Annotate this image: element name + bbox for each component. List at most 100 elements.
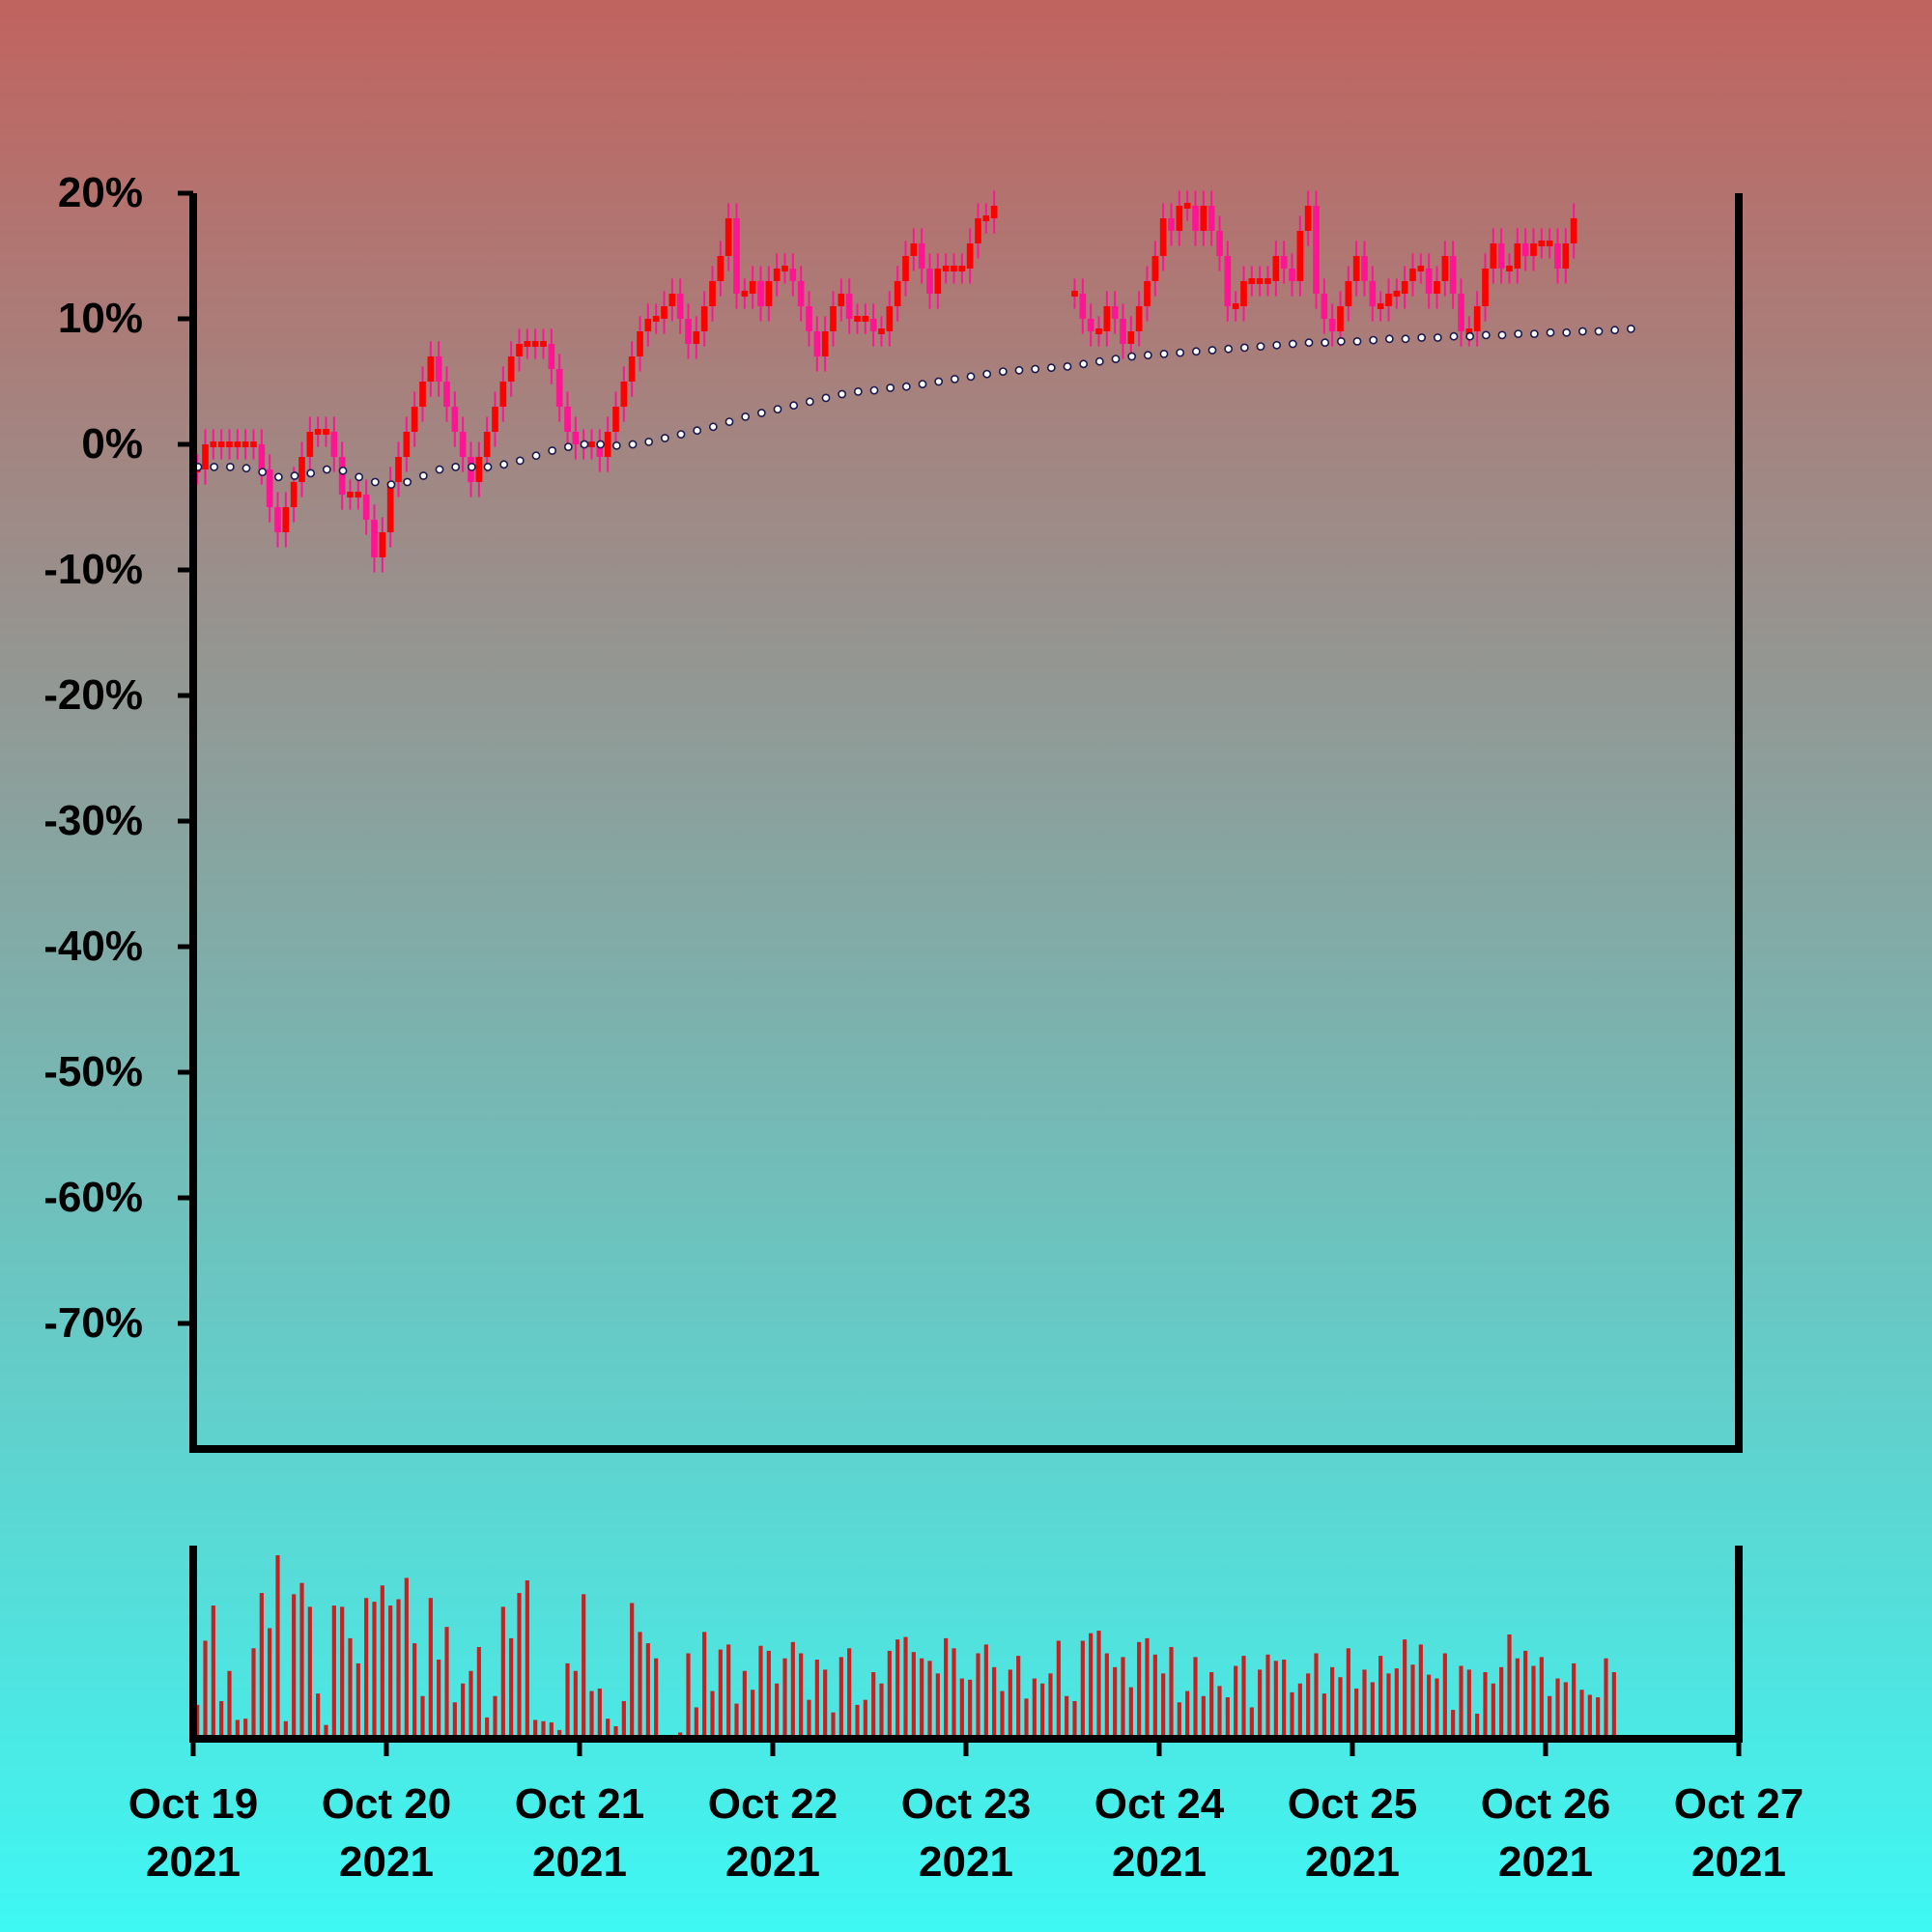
- volume-bar: [1523, 1650, 1528, 1739]
- candle-body: [612, 407, 619, 432]
- volume-bar: [589, 1690, 594, 1739]
- volume-bar: [573, 1670, 578, 1739]
- candle-body: [637, 331, 643, 356]
- candle-body: [982, 215, 990, 221]
- x-tick-label-year: 2021: [725, 1838, 820, 1886]
- moving-average-point: [386, 480, 396, 489]
- volume-bar: [638, 1632, 642, 1739]
- candle-body: [830, 306, 837, 331]
- candle-body: [499, 382, 507, 407]
- candle-body: [330, 432, 338, 457]
- volume-bar: [855, 1704, 860, 1739]
- candle-body: [1087, 319, 1094, 331]
- volume-bar: [1096, 1631, 1101, 1739]
- y-tick-label: 20%: [58, 169, 143, 216]
- volume-bar: [734, 1703, 739, 1739]
- candle-body: [435, 356, 442, 382]
- candle-body: [242, 441, 249, 447]
- candle-body: [403, 432, 411, 457]
- candle-body: [314, 429, 322, 435]
- volume-bar: [1410, 1664, 1415, 1739]
- candle-body: [918, 243, 925, 269]
- volume-bar: [549, 1722, 554, 1739]
- candle-body: [781, 266, 788, 271]
- candle-body: [1473, 306, 1481, 331]
- volume-bar: [1466, 1669, 1471, 1739]
- volume-bar: [243, 1719, 248, 1739]
- candle-body: [1127, 331, 1135, 344]
- volume-bar: [412, 1643, 417, 1739]
- candle-body: [1240, 281, 1247, 306]
- moving-average-point: [548, 446, 557, 455]
- volume-bar: [259, 1593, 264, 1739]
- volume-bar: [1548, 1695, 1552, 1739]
- candle-body: [1490, 243, 1497, 269]
- candle-body: [290, 482, 298, 507]
- y-tick-label: -30%: [43, 797, 143, 844]
- volume-bar: [268, 1628, 272, 1739]
- volume-bar: [710, 1690, 715, 1739]
- candle-body: [910, 243, 918, 256]
- volume-bar: [1185, 1690, 1190, 1739]
- volume-bar: [275, 1555, 280, 1739]
- moving-average-point: [1562, 327, 1572, 337]
- candle-body: [620, 382, 628, 407]
- candle-body: [217, 441, 225, 447]
- volume-bar: [976, 1653, 980, 1739]
- moving-average-point: [370, 477, 380, 487]
- moving-average-point: [515, 456, 525, 466]
- volume-bar: [766, 1650, 771, 1739]
- moving-average-point: [1191, 347, 1201, 356]
- volume-bar: [1321, 1693, 1326, 1739]
- moving-average-point: [821, 393, 831, 403]
- volume-bar: [742, 1670, 747, 1739]
- candle-body: [1465, 328, 1473, 334]
- candle-body: [926, 269, 933, 294]
- volume-bar: [1330, 1666, 1335, 1739]
- candle-body: [990, 206, 998, 218]
- moving-average-point: [1352, 336, 1362, 346]
- volume-bar: [1338, 1677, 1343, 1739]
- volume-bar: [838, 1657, 843, 1739]
- candle-body: [572, 432, 580, 444]
- moving-average-point: [773, 405, 782, 413]
- moving-average-point: [499, 460, 509, 469]
- candle-body: [1546, 241, 1553, 246]
- moving-average-point: [918, 380, 927, 388]
- moving-average-point: [1256, 342, 1265, 351]
- volume-bar: [582, 1594, 586, 1739]
- volume-bar: [1177, 1702, 1181, 1739]
- candle-body: [1449, 256, 1457, 294]
- candle-body: [869, 319, 877, 331]
- candle-body: [588, 441, 595, 447]
- moving-average-point: [853, 386, 863, 396]
- volume-bar: [1209, 1672, 1214, 1739]
- candle-body: [1361, 256, 1368, 281]
- volume-bar: [1089, 1633, 1094, 1739]
- candle-body: [274, 507, 281, 532]
- x-axis-ticks: Oct 19 2021 Oct 20 2021 Oct 21 2021 Oct 22 2021…: [128, 1739, 1804, 1886]
- moving-average-point: [338, 466, 348, 475]
- candle-body: [443, 382, 450, 407]
- volume-bar: [903, 1636, 908, 1739]
- volume-bar: [396, 1599, 401, 1739]
- moving-average-point: [1529, 329, 1539, 338]
- candle-body: [1458, 294, 1464, 331]
- x-tick-label-year: 2021: [1305, 1838, 1400, 1886]
- candle-body: [644, 319, 652, 331]
- volume-bar: [1290, 1691, 1294, 1739]
- candle-body: [258, 444, 266, 469]
- candle-body: [540, 341, 547, 347]
- moving-average-point: [1159, 349, 1169, 358]
- candle-body: [676, 294, 684, 319]
- volume-bar: [1499, 1666, 1504, 1739]
- moving-average-point: [1610, 326, 1620, 335]
- volume-bar: [1152, 1654, 1157, 1739]
- candle-body: [821, 331, 829, 356]
- candle-body: [507, 356, 515, 382]
- x-tick-label-year: 2021: [1498, 1838, 1593, 1886]
- volume-bar: [1201, 1695, 1206, 1739]
- candle-body: [1168, 218, 1175, 231]
